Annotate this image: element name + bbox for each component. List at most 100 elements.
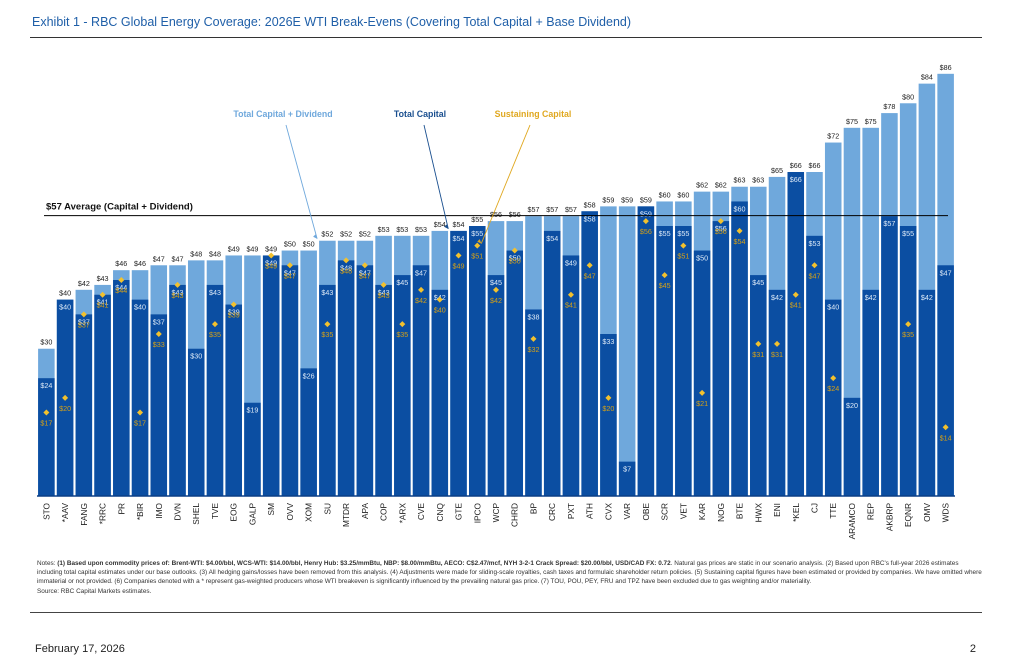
label-total-capital: $42 [921,293,933,302]
label-total-capital: $33 [602,337,614,346]
label-sustaining-capital: $45 [659,281,671,290]
marker-sustaining-capital [418,286,425,293]
label-sustaining-capital: $41 [790,301,802,310]
label-total-capital: $24 [40,381,52,390]
x-tick-label: CJ [809,503,819,513]
bar-total-capital [862,289,879,496]
label-total-capital: $55 [471,229,483,238]
label-capital-plus-dividend: $80 [902,92,914,101]
x-tick-label: DVN [173,503,183,521]
label-total-capital: $40 [59,303,71,312]
bar-total-capital [637,206,655,496]
marker-sustaining-capital [680,242,687,249]
marker-sustaining-capital [605,394,612,401]
average-label: $57 Average (Capital + Dividend) [46,202,193,213]
bar-total-capital [618,461,636,496]
label-sustaining-capital: $49 [265,261,277,270]
label-sustaining-capital: $56 [640,227,652,236]
x-tick-label: IPCO [472,502,482,523]
label-total-capital: $38 [527,312,539,321]
label-total-capital: $39 [228,308,240,317]
marker-sustaining-capital [455,252,462,259]
x-tick-label: ENI [772,503,782,517]
x-tick-label: ARAMCO [847,502,857,539]
label-sustaining-capital: $33 [153,340,165,349]
label-capital-plus-dividend: $48 [209,249,221,258]
label-total-capital: $56 [715,224,727,233]
label-capital-plus-dividend: $59 [640,195,652,204]
bar-total-capital [899,226,917,496]
x-tick-label: OVV [285,503,295,521]
bar-total-capital [768,289,786,496]
label-sustaining-capital: $51 [471,252,483,261]
annotation-label: Total Capital [394,109,446,119]
label-total-capital: $45 [490,278,502,287]
page-number: 2 [969,643,976,655]
marker-sustaining-capital [511,247,518,254]
label-capital-plus-dividend: $75 [865,117,877,126]
x-tick-label: *BIR [135,503,145,520]
x-tick-label: EQNR [903,503,913,527]
bar-total-capital [356,265,374,496]
label-capital-plus-dividend: $55 [471,215,483,224]
label-sustaining-capital: $43 [378,291,390,300]
marker-sustaining-capital [211,321,218,328]
x-tick-label: APA [360,503,370,519]
marker-sustaining-capital [811,262,818,269]
bar-total-capital [806,235,823,496]
marker-sustaining-capital [324,321,331,328]
label-capital-plus-dividend: $78 [883,102,895,111]
marker-sustaining-capital [661,272,668,279]
label-total-capital: $47 [415,268,427,277]
label-total-capital: $47 [359,268,371,277]
label-total-capital: $48 [340,263,352,272]
label-capital-plus-dividend: $43 [97,274,109,283]
bar-total-capital [337,260,355,496]
label-total-capital: $60 [734,204,746,213]
bar-total-capital [281,265,299,496]
label-capital-plus-dividend: $50 [303,240,315,249]
label-capital-plus-dividend: $50 [284,240,296,249]
annotation-arrow [423,124,449,230]
label-sustaining-capital: $32 [527,345,539,354]
marker-sustaining-capital [62,394,69,401]
label-sustaining-capital: $51 [677,252,689,261]
x-tick-label: VAR [622,503,632,519]
bar-capital-plus-dividend [618,206,636,496]
x-tick-label: WDS [941,503,951,523]
marker-sustaining-capital [736,227,743,234]
annotation-arrowhead [477,239,482,244]
label-capital-plus-dividend: $57 [546,205,558,214]
label-total-capital: $19 [246,406,258,415]
x-tick-label: CVE [416,503,426,521]
x-tick-label: TVE [210,503,220,520]
label-total-capital: $50 [509,254,521,263]
label-sustaining-capital: $49 [453,261,465,270]
x-tick-label: CHRD [510,503,520,527]
x-tick-label: VET [678,503,688,519]
marker-sustaining-capital [586,262,593,269]
x-tick-label: OMV [922,503,932,522]
x-tick-label: STO [41,502,51,519]
label-capital-plus-dividend: $49 [265,244,277,253]
label-sustaining-capital: $43 [172,291,184,300]
bar-total-capital [581,211,598,497]
annotation-label: Sustaining Capital [495,109,572,119]
bar-total-capital [750,275,767,496]
label-capital-plus-dividend: $66 [808,161,820,170]
label-total-capital: $54 [453,234,465,243]
bar-total-capital [412,265,430,496]
label-total-capital: $44 [115,283,127,292]
bar-total-capital [506,250,524,496]
x-tick-label: ATH [585,503,595,519]
source-note: Source: RBC Capital Markets estimates. [37,587,152,595]
marker-sustaining-capital [530,335,537,342]
x-tick-label: BTE [735,503,745,520]
marker-sustaining-capital [118,277,125,283]
bars-layer [38,73,954,497]
label-capital-plus-dividend: $59 [602,195,614,204]
label-capital-plus-dividend: $86 [940,63,952,72]
label-sustaining-capital: $41 [97,301,109,310]
label-total-capital: $43 [378,288,390,297]
x-tick-label: IMO [154,502,164,518]
